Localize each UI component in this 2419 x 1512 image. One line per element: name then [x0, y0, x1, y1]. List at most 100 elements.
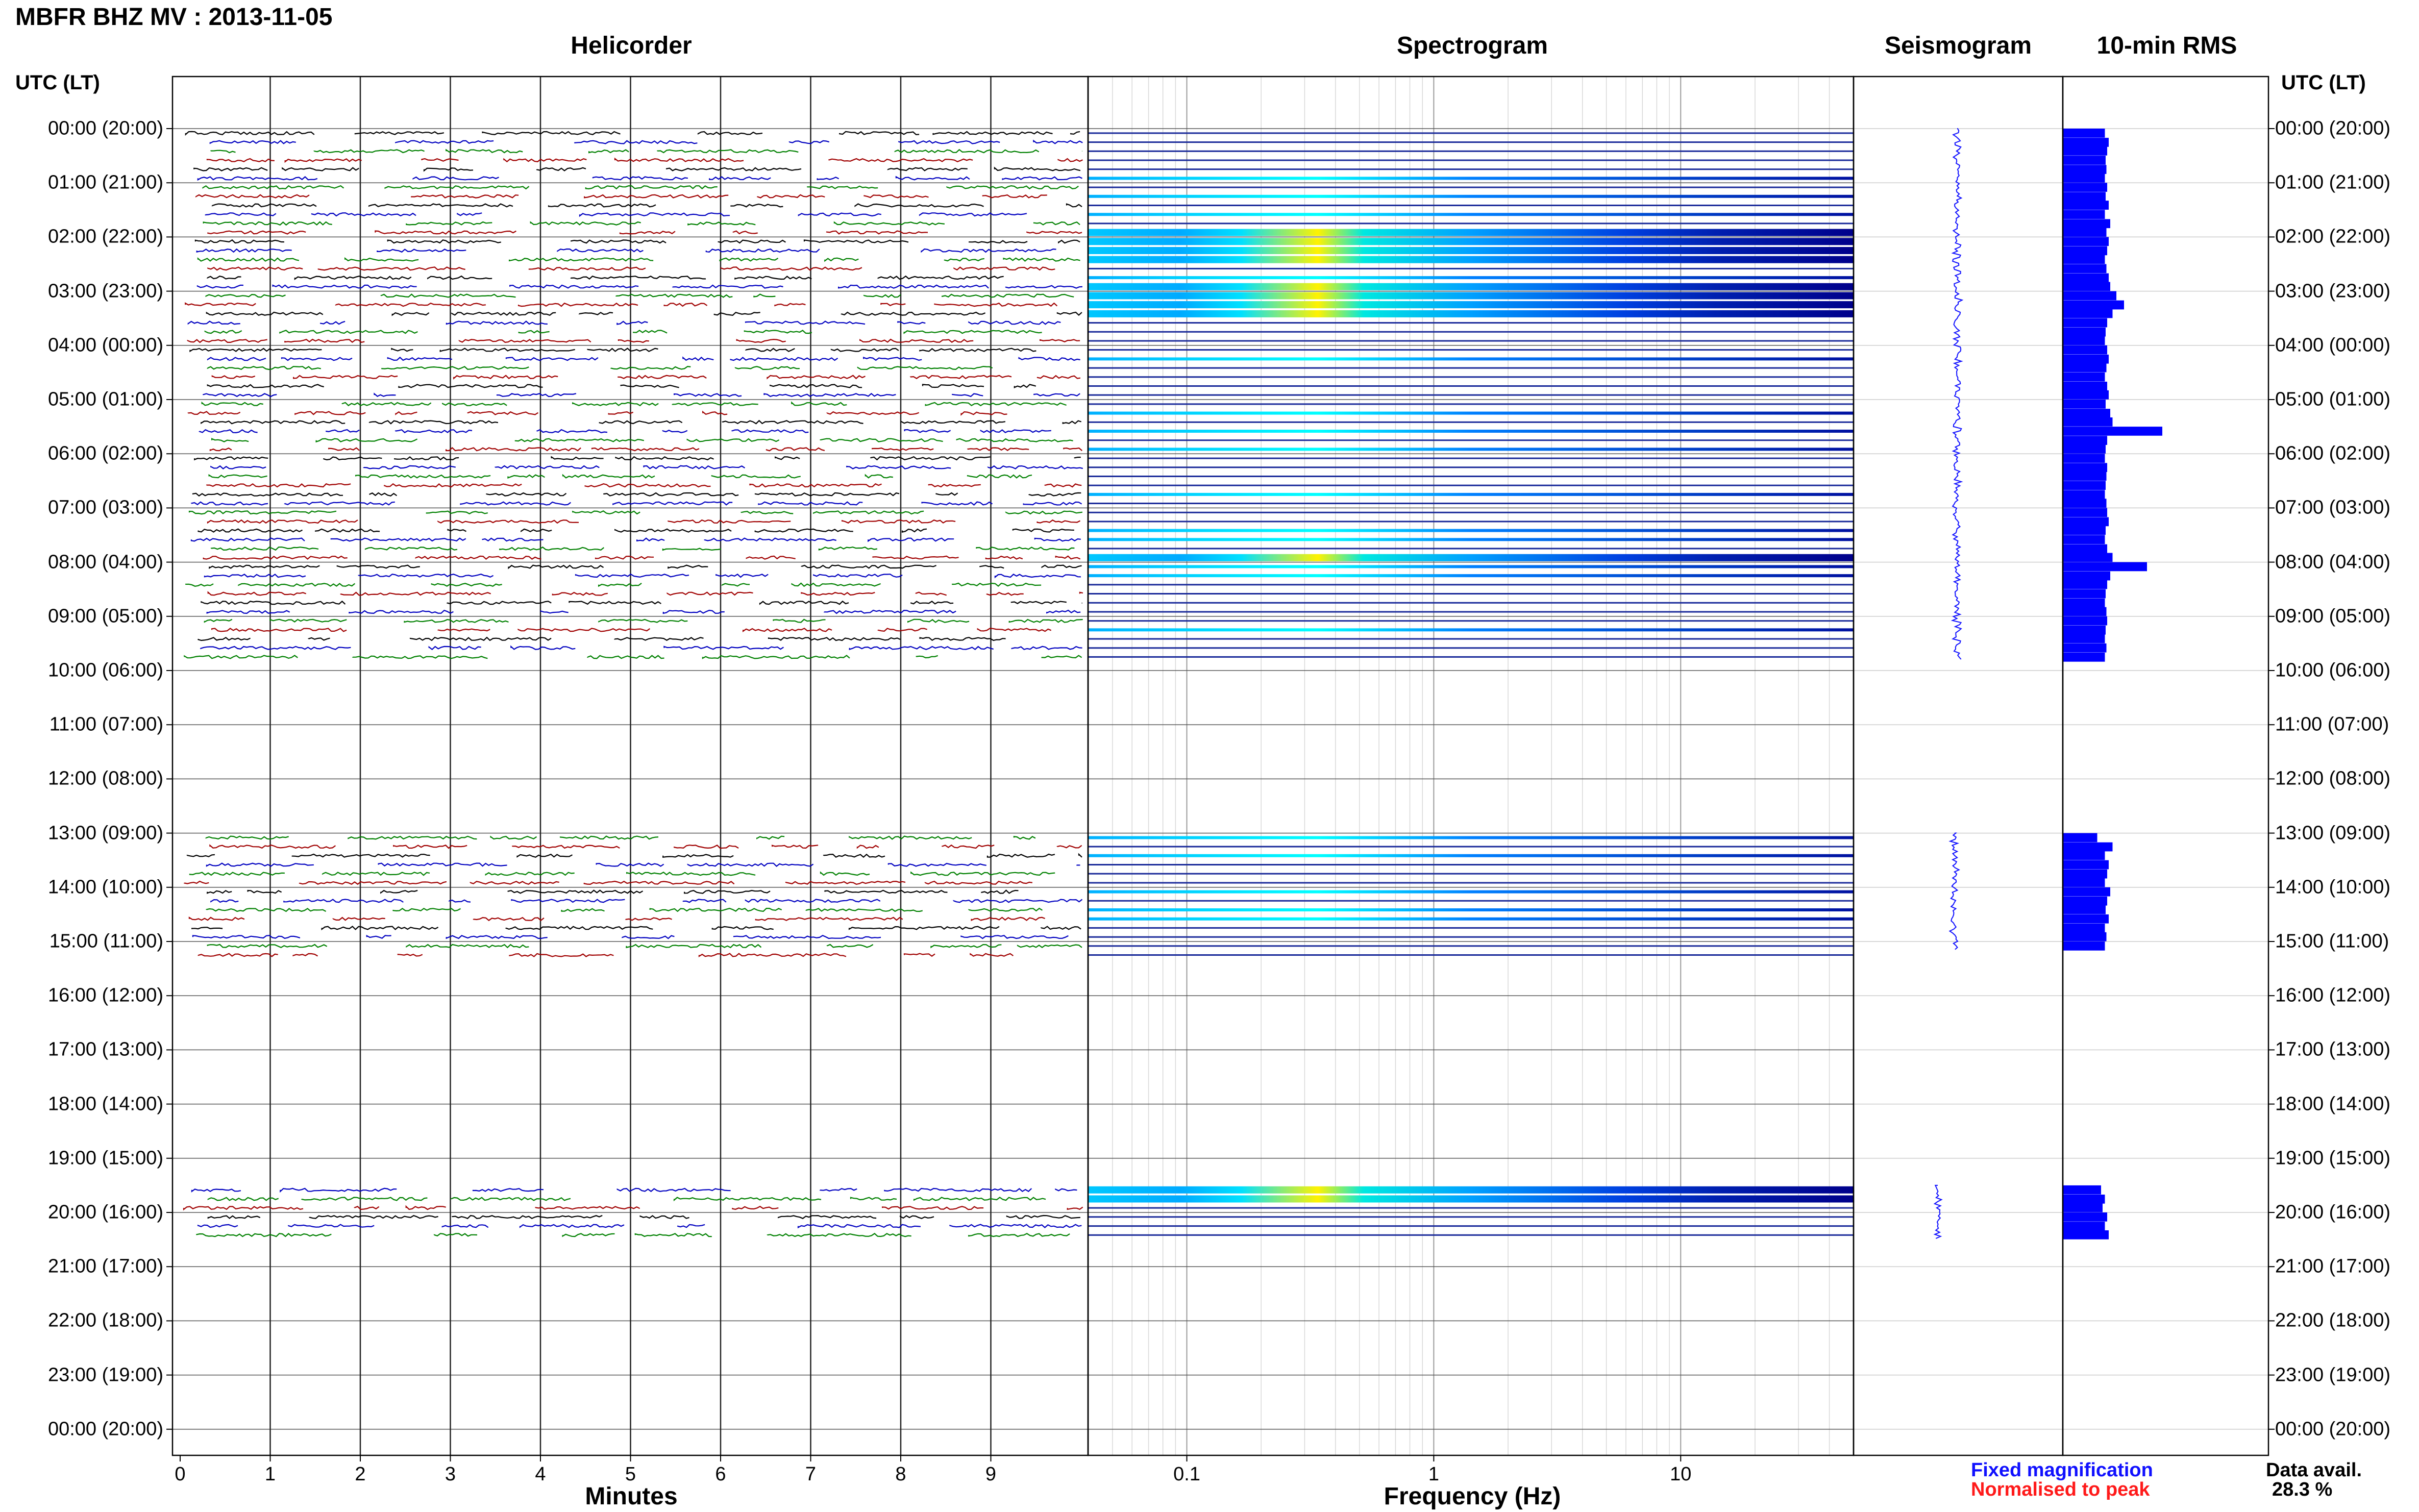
time-label-right: 04:00 (00:00) — [2275, 334, 2391, 356]
helicorder-trace-segment — [899, 1215, 934, 1219]
time-label-left: 23:00 (19:00) — [47, 1364, 163, 1386]
helicorder-trace-segment — [919, 636, 1006, 641]
spectrogram-band — [1088, 1234, 1854, 1236]
helicorder-trace-segment — [201, 600, 346, 605]
helicorder-trace-segment — [282, 167, 359, 171]
helicorder-trace-segment — [194, 456, 268, 461]
helicorder-trace-segment — [618, 375, 707, 379]
helicorder-trace-segment — [330, 537, 466, 542]
spectrogram-band — [1088, 628, 1854, 632]
helicorder-trace-segment — [288, 1224, 375, 1228]
helicorder-trace-segment — [1055, 1188, 1077, 1192]
helicorder-trace-segment — [953, 899, 1083, 903]
rms-bar — [2063, 129, 2105, 138]
time-label-right: 18:00 (14:00) — [2275, 1093, 2391, 1115]
helicorder-trace-segment — [321, 926, 439, 931]
helicorder-trace-segment — [512, 845, 620, 849]
helicorder-trace-segment — [719, 257, 779, 262]
helicorder-trace-segment — [391, 312, 430, 316]
helicorder-trace-segment — [206, 158, 275, 162]
helicorder-trace-segment — [857, 365, 993, 370]
helicorder-trace-segment — [209, 447, 232, 452]
helicorder-trace-segment — [187, 339, 267, 343]
helicorder-trace-segment — [572, 510, 640, 515]
spectrogram-band — [1088, 132, 1854, 134]
rms-bar — [2063, 255, 2105, 264]
spectrogram-band — [1088, 376, 1854, 378]
helicorder-trace-segment — [551, 456, 604, 460]
helicorder-trace-segment — [900, 420, 1006, 425]
helicorder-trace-segment — [767, 375, 866, 380]
frequency-tick-label: 1 — [1428, 1464, 1439, 1485]
helicorder-trace-segment — [634, 1233, 712, 1237]
rms-bar — [2063, 273, 2109, 283]
time-label-right: 12:00 (08:00) — [2275, 767, 2391, 789]
helicorder-trace-segment — [204, 618, 233, 623]
rms-bar — [2063, 219, 2110, 229]
helicorder-trace-segment — [849, 835, 972, 840]
helicorder-trace-segment — [842, 519, 956, 524]
helicorder-trace-segment — [209, 564, 320, 569]
spectrogram-band — [1088, 511, 1854, 513]
rms-bar — [2063, 941, 2105, 951]
spectrogram-band — [1088, 1207, 1854, 1209]
utc-header-left: UTC (LT) — [15, 71, 100, 94]
helicorder-trace-segment — [877, 275, 1004, 280]
helicorder-trace-segment — [687, 221, 756, 226]
rms-bar — [2063, 869, 2107, 879]
helicorder-trace-segment — [369, 492, 398, 497]
helicorder-trace-segment — [452, 1214, 603, 1220]
helicorder-trace-segment — [1036, 519, 1081, 524]
helicorder-trace-segment — [612, 501, 733, 506]
time-label-right: 19:00 (15:00) — [2275, 1147, 2391, 1169]
helicorder-trace-segment — [718, 239, 786, 244]
helicorder-trace-segment — [1067, 1206, 1083, 1210]
spectrogram-band — [1088, 430, 1854, 433]
helicorder-trace-segment — [207, 944, 328, 949]
rms-bar — [2063, 138, 2109, 147]
helicorder-trace-segment — [426, 510, 488, 514]
helicorder-trace-segment — [720, 266, 862, 271]
helicorder-trace-segment — [967, 474, 1032, 479]
rms-bar — [2063, 1203, 2103, 1212]
legend-normalised-to-peak: Normalised to peak — [1971, 1479, 2150, 1500]
helicorder-trace-segment — [1006, 1214, 1080, 1219]
helicorder-trace-segment — [404, 618, 509, 623]
helicorder-trace-segment — [880, 303, 906, 306]
helicorder-trace-segment — [574, 140, 698, 144]
helicorder-trace-segment — [608, 411, 634, 415]
helicorder-trace-segment — [322, 872, 430, 876]
time-label-right: 13:00 (09:00) — [2275, 822, 2391, 844]
helicorder-trace-segment — [509, 953, 614, 957]
helicorder-trace-segment — [826, 944, 874, 948]
helicorder-trace-segment — [897, 321, 926, 325]
rms-bar — [2063, 887, 2110, 897]
helicorder-trace-segment — [562, 474, 655, 479]
spectrogram-band — [1088, 194, 1854, 198]
time-label-left: 13:00 (09:00) — [47, 822, 163, 844]
minute-tick-label: 7 — [805, 1464, 817, 1485]
spectrogram-band — [1088, 900, 1854, 902]
helicorder-trace-segment — [575, 573, 689, 578]
helicorder-trace-segment — [211, 203, 317, 208]
helicorder-trace-segment — [677, 1224, 705, 1228]
rms-bar — [2063, 517, 2109, 527]
rms-bar — [2063, 860, 2109, 870]
helicorder-trace-segment — [734, 276, 812, 280]
helicorder-trace-segment — [207, 889, 232, 894]
helicorder-trace-segment — [571, 239, 667, 244]
helicorder-trace-segment — [872, 447, 934, 451]
helicorder-trace-segment — [1012, 528, 1074, 533]
time-label-right: 09:00 (05:00) — [2275, 605, 2391, 627]
time-label-right: 16:00 (12:00) — [2275, 984, 2391, 1006]
rms-bar — [2063, 924, 2105, 933]
helicorder-trace-segment — [824, 609, 956, 614]
helicorder-trace-segment — [423, 167, 474, 172]
helicorder-trace-segment — [968, 907, 1043, 912]
helicorder-trace-segment — [749, 483, 882, 488]
helicorder-trace-segment — [187, 320, 240, 325]
helicorder-trace-segment — [185, 131, 315, 136]
helicorder-trace-segment — [833, 221, 945, 226]
helicorder-trace-segment — [583, 880, 735, 885]
minute-tick-label: 1 — [264, 1464, 276, 1485]
